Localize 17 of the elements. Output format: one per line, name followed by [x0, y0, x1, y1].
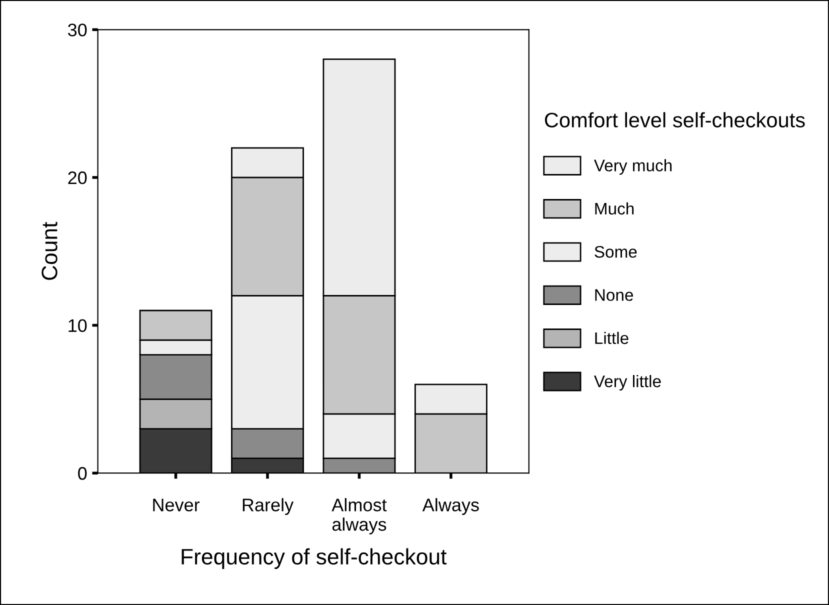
legend-label: Very little — [594, 375, 661, 391]
y-tick-label: 20 — [68, 171, 87, 184]
legend-label: Little — [595, 332, 628, 344]
y-axis-title: Count — [42, 222, 58, 280]
x-tick-label: Rarely — [242, 498, 294, 515]
legend-title: Comfort level self-checkouts — [544, 112, 805, 128]
x-axis-title: Frequency of self-checkout — [182, 548, 447, 569]
legend-label: Much — [595, 202, 634, 215]
y-tick-label: 30 — [68, 24, 87, 36]
x-tick-label: Never — [153, 498, 200, 512]
legend-label: Very much — [594, 159, 672, 175]
x-tick-label: Almost always — [332, 498, 387, 534]
y-tick-label: 0 — [78, 467, 87, 480]
x-tick-label: Always — [422, 498, 479, 515]
legend-label: Some — [594, 246, 637, 258]
y-tick-label: 10 — [68, 319, 87, 332]
legend-label: None — [595, 289, 634, 301]
